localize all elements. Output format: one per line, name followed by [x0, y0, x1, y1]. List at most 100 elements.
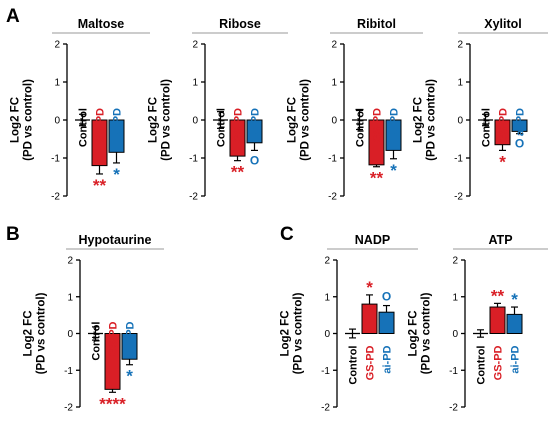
- y-tick-label: -1: [454, 154, 463, 165]
- y-tick-label: 2: [324, 256, 330, 267]
- y-axis-label-line2: (PD vs control): [23, 79, 35, 161]
- y-axis-label-line1: Log2 FC: [286, 97, 298, 143]
- y-tick-label: -2: [64, 403, 73, 414]
- y-tick-label: -1: [64, 366, 73, 377]
- category-label: ai-PD: [389, 108, 401, 136]
- significance-mark: **: [491, 286, 505, 305]
- category-label: Control: [78, 108, 90, 147]
- chart-title: ATP: [488, 233, 512, 247]
- y-tick-label: -2: [321, 403, 330, 414]
- chart-title: Xylitol: [484, 17, 522, 31]
- category-label: ai-PD: [112, 108, 124, 136]
- chart-title: NADP: [355, 233, 390, 247]
- y-tick-label: -1: [328, 154, 337, 165]
- category-label: GS-PD: [95, 108, 107, 143]
- y-tick-label: 1: [192, 78, 198, 89]
- category-label: ai-PD: [125, 321, 137, 349]
- category-label: Control: [481, 108, 493, 147]
- significance-mark: *: [366, 278, 373, 297]
- y-tick-label: 0: [324, 329, 330, 340]
- y-axis-label: Log2 FC(PD vs control): [147, 79, 172, 161]
- chart-title: Ribose: [219, 17, 261, 31]
- significance-mark: *: [126, 367, 133, 386]
- y-axis-label: Log2 FC(PD vs control): [412, 79, 437, 161]
- y-axis-label-line1: Log2 FC: [412, 97, 424, 143]
- y-axis-label-line1: Log2 FC: [279, 311, 291, 357]
- y-tick-label: -1: [321, 366, 330, 377]
- panel-letter-b: B: [6, 224, 20, 245]
- bar-ai-pd: [378, 311, 395, 334]
- y-axis-label-line1: Log2 FC: [9, 97, 21, 143]
- y-axis-label-line1: Log2 FC: [22, 311, 34, 357]
- significance-mark: O: [250, 153, 259, 167]
- y-tick-label: 1: [54, 78, 60, 89]
- y-axis-label: Log2 FC(PD vs control): [9, 79, 34, 161]
- y-tick-label: 2: [331, 40, 337, 51]
- y-axis-label: Log2 FC(PD vs control): [279, 292, 304, 374]
- y-tick-label: 1: [324, 292, 330, 303]
- category-label: Control: [355, 108, 367, 147]
- category-label: GS-PD: [498, 108, 510, 143]
- panel-letter-c: C: [280, 224, 294, 245]
- category-label: GS-PD: [493, 345, 505, 380]
- y-tick-label: 0: [457, 116, 463, 127]
- y-axis-label: Log2 FC(PD vs control): [286, 79, 311, 161]
- category-label: ai-PD: [510, 345, 522, 373]
- category-label: ai-PD: [515, 108, 527, 136]
- significance-mark: O: [515, 137, 524, 151]
- y-tick-label: -2: [189, 192, 198, 203]
- y-tick-label: 2: [452, 256, 458, 267]
- category-label: GS-PD: [108, 321, 120, 356]
- y-axis-label-line2: (PD vs control): [300, 79, 312, 161]
- category-label: GS-PD: [372, 108, 384, 143]
- y-tick-label: 2: [67, 256, 73, 267]
- significance-mark: O: [382, 290, 391, 304]
- significance-mark: ****: [99, 394, 126, 413]
- chart-ribose: Ribose Log2 FC(PD vs control) 2 1 0 -1 -2 Contr…: [147, 17, 288, 203]
- significance-mark: *: [511, 290, 518, 309]
- y-axis-label-line1: Log2 FC: [147, 97, 159, 143]
- bar-ai-pd: [506, 313, 523, 335]
- bar-gs-pd: [361, 303, 378, 335]
- y-axis-label: Log2 FC(PD vs control): [22, 292, 47, 374]
- category-label: ai-PD: [250, 108, 262, 136]
- significance-mark: **: [93, 176, 107, 195]
- y-tick-label: 1: [452, 292, 458, 303]
- significance-mark: **: [231, 163, 245, 182]
- significance-mark: **: [370, 169, 384, 188]
- category-label: Control: [476, 346, 488, 385]
- significance-mark: *: [113, 165, 120, 184]
- y-tick-label: -2: [449, 403, 458, 414]
- y-tick-label: 2: [192, 40, 198, 51]
- bar-gs-pd: [489, 306, 506, 335]
- y-axis-label-line2: (PD vs control): [426, 79, 438, 161]
- chart-title: Maltose: [78, 17, 125, 31]
- y-axis-label-line2: (PD vs control): [36, 292, 48, 374]
- y-tick-label: -1: [449, 366, 458, 377]
- significance-mark: *: [499, 152, 506, 171]
- y-tick-label: -2: [454, 192, 463, 203]
- y-tick-label: 1: [331, 78, 337, 89]
- y-axis-label-line2: (PD vs control): [421, 292, 433, 374]
- y-tick-label: 0: [192, 116, 198, 127]
- category-label: GS-PD: [233, 108, 245, 143]
- y-axis-label-line2: (PD vs control): [161, 79, 173, 161]
- y-tick-label: 2: [54, 40, 60, 51]
- panel-letter-a: A: [6, 6, 20, 27]
- y-tick-label: 1: [67, 292, 73, 303]
- chart-maltose: Maltose Log2 FC(PD vs control) 2 1 0 -1 -2 Cont…: [9, 17, 150, 203]
- chart-title: Hypotaurine: [79, 233, 152, 247]
- category-label: Control: [216, 108, 228, 147]
- chart-xylitol: Xylitol Log2 FC(PD vs control) 2 1 0 -1 -2 Cont…: [412, 17, 548, 203]
- y-tick-label: 0: [452, 329, 458, 340]
- y-axis-label-line2: (PD vs control): [293, 292, 305, 374]
- y-tick-label: -2: [51, 192, 60, 203]
- category-label: ai-PD: [382, 345, 394, 373]
- category-label: Control: [91, 322, 103, 361]
- y-tick-label: 0: [54, 116, 60, 127]
- y-tick-label: -2: [328, 192, 337, 203]
